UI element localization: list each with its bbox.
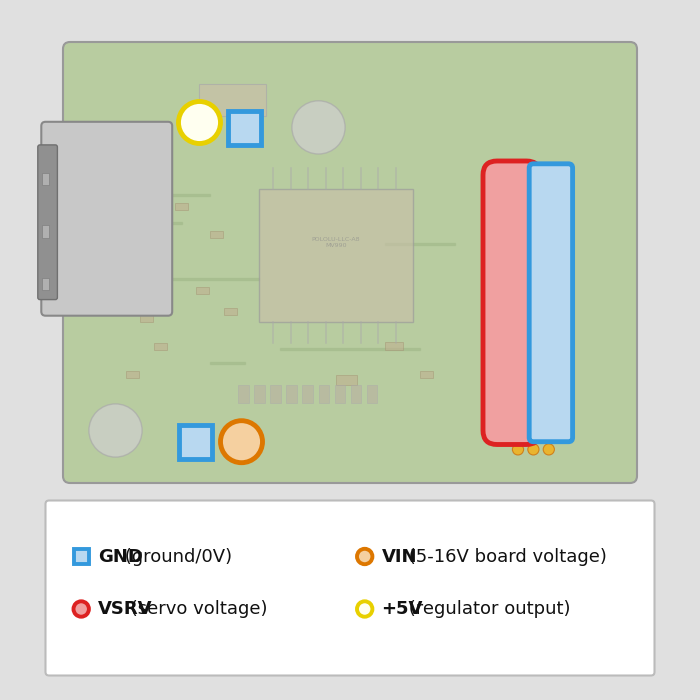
Bar [126,222,182,224]
FancyBboxPatch shape [529,164,573,442]
FancyBboxPatch shape [38,145,57,300]
Bar [154,343,167,350]
Bar [270,385,281,402]
FancyBboxPatch shape [41,122,172,316]
Bar [318,385,329,402]
Circle shape [528,444,539,455]
Bar [154,182,167,189]
Bar [126,194,210,196]
Bar [259,189,413,322]
Circle shape [220,421,262,463]
Circle shape [89,404,142,457]
Bar [42,225,49,238]
Bar [490,204,532,216]
Bar [42,173,49,186]
Circle shape [357,549,372,564]
Text: GND: GND [98,547,143,566]
Bar [126,371,139,378]
Bar [140,315,153,322]
Bar [238,385,248,402]
Circle shape [512,444,524,455]
Bar [175,203,188,210]
Text: (servo voltage): (servo voltage) [125,600,268,618]
Text: (ground/0V): (ground/0V) [119,547,232,566]
Bar [490,302,532,314]
Bar [210,362,245,364]
FancyBboxPatch shape [63,42,637,483]
Bar [385,342,402,350]
Circle shape [114,259,131,276]
Circle shape [178,102,220,144]
Bar [490,342,532,353]
Bar [351,385,361,402]
Bar [74,549,89,564]
FancyBboxPatch shape [483,161,540,444]
Bar [224,308,237,315]
Bar [335,385,345,402]
Bar [196,287,209,294]
Bar [280,348,420,350]
Bar [490,322,532,333]
Bar [490,244,532,255]
Text: (5-16V board voltage): (5-16V board voltage) [403,547,607,566]
Text: VSRV: VSRV [98,600,153,618]
FancyBboxPatch shape [46,500,655,676]
Text: +5V: +5V [382,600,423,618]
Bar [490,283,532,294]
Bar [490,381,532,392]
Bar [367,385,377,402]
Bar [385,243,455,245]
Bar [199,84,266,116]
Bar [336,374,357,385]
Bar [154,278,259,280]
Bar [228,111,261,145]
Bar [490,400,532,412]
Text: POLOLU-LLC-A8
MV990: POLOLU-LLC-A8 MV990 [312,237,360,248]
Circle shape [292,101,345,154]
Bar [490,185,532,196]
Bar [490,224,532,235]
Bar [210,231,223,238]
Bar [254,385,265,402]
Bar [286,385,297,402]
Circle shape [543,444,554,455]
Bar [490,361,532,372]
Bar [490,263,532,274]
Bar [178,425,212,458]
Text: (regulator output): (regulator output) [403,600,570,618]
Bar [302,385,313,402]
Circle shape [74,601,89,617]
Text: VIN: VIN [382,547,417,566]
Bar [420,371,433,378]
Bar [42,278,49,290]
Circle shape [357,601,372,617]
